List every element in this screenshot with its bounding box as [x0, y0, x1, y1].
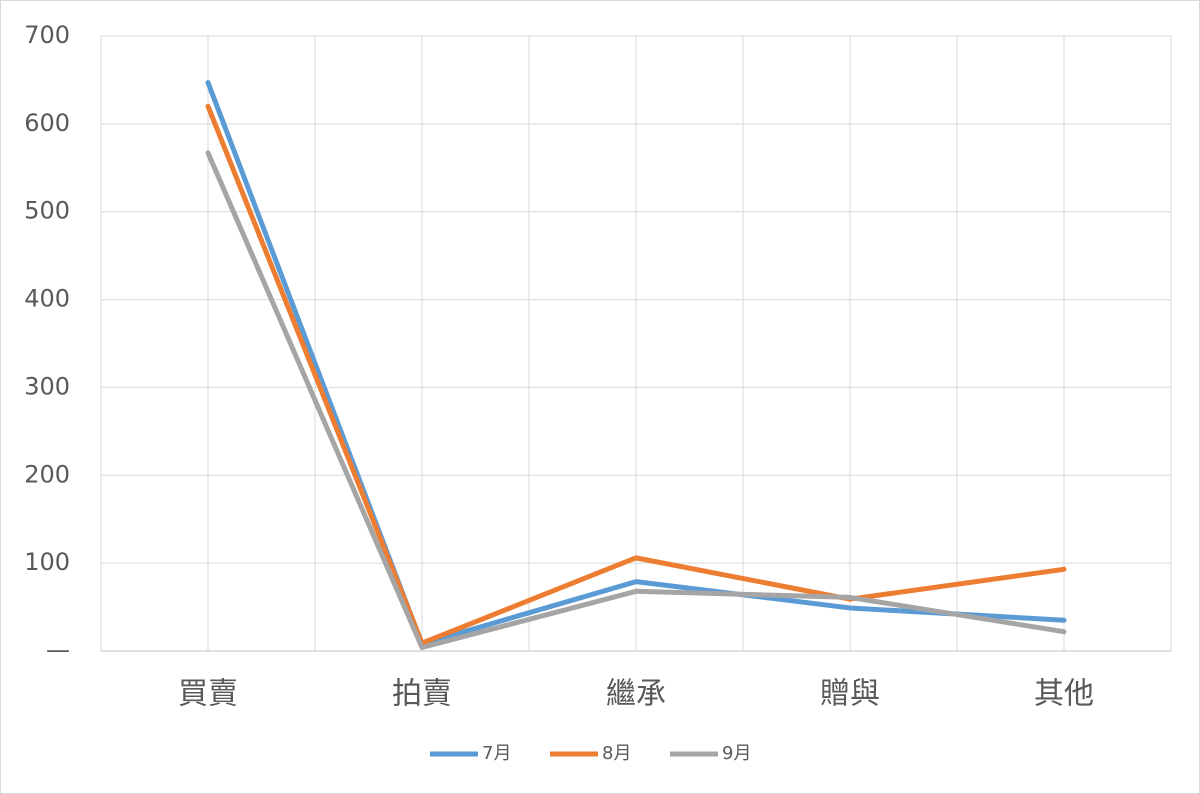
y-tick-label: — — [46, 636, 70, 664]
legend-label: 9月 — [722, 743, 751, 764]
line-series — [205, 80, 1067, 647]
legend-label: 7月 — [482, 743, 511, 764]
y-tick-label: 400 — [24, 285, 70, 313]
x-tick-label: 繼承 — [606, 677, 666, 712]
x-tick-label: 贈與 — [820, 677, 880, 712]
y-tick-label: 300 — [24, 372, 70, 400]
y-tick-label: 200 — [24, 460, 70, 488]
x-tick-label: 拍賣 — [392, 677, 452, 712]
y-tick-label: 500 — [24, 197, 70, 225]
line-series — [205, 103, 1067, 646]
y-tick-label: 600 — [24, 109, 70, 137]
line-series — [205, 150, 1067, 650]
y-tick-label: 700 — [24, 21, 70, 49]
y-tick-label: 100 — [24, 548, 70, 576]
x-tick-label: 買賣 — [178, 677, 238, 712]
legend-label: 8月 — [602, 743, 631, 764]
x-tick-label: 其他 — [1034, 677, 1094, 712]
